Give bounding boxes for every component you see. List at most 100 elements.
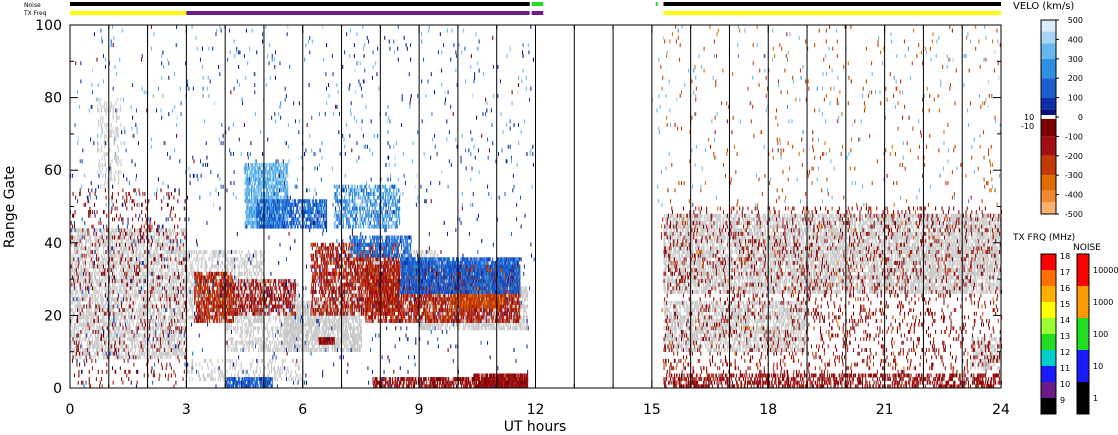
ground-scatter-cell xyxy=(158,254,159,258)
ground-scatter-cell xyxy=(228,326,229,330)
ground-scatter-cell xyxy=(249,279,250,283)
ground-scatter-cell xyxy=(124,330,125,334)
ground-scatter-cell xyxy=(289,330,290,334)
ground-scatter-cell xyxy=(318,341,319,345)
ground-scatter-cell xyxy=(164,250,165,254)
ground-scatter-cell xyxy=(168,355,169,359)
ground-scatter-cell xyxy=(290,297,291,301)
ground-scatter-cell xyxy=(228,268,229,272)
ground-scatter-cell xyxy=(162,337,163,341)
ground-scatter-cell xyxy=(303,312,304,316)
ground-scatter-cell xyxy=(339,344,340,348)
ground-scatter-cell xyxy=(154,352,155,356)
ground-scatter-cell xyxy=(136,275,137,279)
ground-scatter-cell xyxy=(95,268,96,272)
ground-scatter-cell xyxy=(124,250,125,254)
ground-scatter-cell xyxy=(127,337,128,341)
ground-scatter-cell xyxy=(80,257,81,261)
ground-scatter-cell xyxy=(86,297,87,301)
ground-scatter-cell xyxy=(148,261,149,265)
ground-scatter-cell xyxy=(179,352,180,356)
ground-scatter-cell xyxy=(197,257,198,261)
ground-scatter-cell xyxy=(150,286,151,290)
ground-scatter-cell xyxy=(259,265,260,269)
ground-scatter-cell xyxy=(267,348,268,352)
ground-scatter-cell xyxy=(157,323,158,327)
ground-scatter-cell xyxy=(327,344,328,348)
ground-scatter-cell xyxy=(254,337,255,341)
ground-scatter-cell xyxy=(86,323,87,327)
ground-scatter-cell xyxy=(158,239,159,243)
ground-scatter-cell xyxy=(275,319,276,323)
ground-scatter-cell xyxy=(123,261,124,265)
ground-scatter-cell xyxy=(113,228,114,232)
ground-scatter-cell xyxy=(160,323,161,327)
ground-scatter-cell xyxy=(157,268,158,272)
ground-scatter-cell xyxy=(188,286,189,290)
ground-scatter-cell xyxy=(106,337,107,341)
ground-scatter-cell xyxy=(114,290,115,294)
ground-scatter-cell xyxy=(140,268,141,272)
ground-scatter-cell xyxy=(188,275,189,279)
ground-scatter-cell xyxy=(166,250,167,254)
ground-scatter-cell xyxy=(171,334,172,338)
ground-scatter-cell xyxy=(309,330,310,334)
ground-scatter-cell xyxy=(244,268,245,272)
ground-scatter-cell xyxy=(160,294,161,298)
ground-scatter-cell xyxy=(138,279,139,283)
ground-scatter-cell xyxy=(176,352,177,356)
ground-scatter-cell xyxy=(160,348,161,352)
ground-scatter-cell xyxy=(132,352,133,356)
ground-scatter-cell xyxy=(162,341,163,345)
ground-scatter-cell xyxy=(239,250,240,254)
ground-scatter-cell xyxy=(129,330,130,334)
ground-scatter-cell xyxy=(172,297,173,301)
ground-scatter-cell xyxy=(322,330,323,334)
ground-scatter-cell xyxy=(256,268,257,272)
ground-scatter-cell xyxy=(298,294,299,298)
ground-scatter-cell xyxy=(232,341,233,345)
ground-scatter-cell xyxy=(116,268,117,272)
ground-scatter-cell xyxy=(204,265,205,269)
ground-scatter-cell xyxy=(75,301,76,305)
ground-scatter-cell xyxy=(75,254,76,258)
ground-scatter-cell xyxy=(122,330,123,334)
ground-scatter-cell xyxy=(163,323,164,327)
ground-scatter-cell xyxy=(117,326,118,330)
ground-scatter-cell xyxy=(159,228,160,232)
ground-scatter-cell xyxy=(115,305,116,309)
ground-scatter-cell xyxy=(181,341,182,345)
ground-scatter-cell xyxy=(173,334,174,338)
ground-scatter-cell xyxy=(128,254,129,258)
ground-scatter-cell xyxy=(75,272,76,276)
ground-scatter-cell xyxy=(155,283,156,287)
ground-scatter-cell xyxy=(336,323,337,327)
ground-scatter-cell xyxy=(150,232,151,236)
ground-scatter-cell xyxy=(122,243,123,247)
ground-scatter-cell xyxy=(75,326,76,330)
ground-scatter-cell xyxy=(86,326,87,330)
ground-scatter-cell xyxy=(156,239,157,243)
ground-scatter-cell xyxy=(75,344,76,348)
ground-scatter-cell xyxy=(245,261,246,265)
ground-scatter-cell xyxy=(135,334,136,338)
ground-scatter-cell xyxy=(338,301,339,305)
ground-scatter-cell xyxy=(174,315,175,319)
ground-scatter-cell xyxy=(154,308,155,312)
ground-scatter-cell xyxy=(135,337,136,341)
ground-scatter-cell xyxy=(184,294,185,298)
ground-scatter-cell xyxy=(122,315,123,319)
ground-scatter-cell xyxy=(181,232,182,236)
ground-scatter-cell xyxy=(140,261,141,265)
ground-scatter-cell xyxy=(296,294,297,298)
ground-scatter-cell xyxy=(95,294,96,298)
ground-scatter-cell xyxy=(126,286,127,290)
ground-scatter-cell xyxy=(152,261,153,265)
ground-scatter-cell xyxy=(325,334,326,338)
ground-scatter-cell xyxy=(80,297,81,301)
ground-scatter-cell xyxy=(288,312,289,316)
ground-scatter-cell xyxy=(241,283,242,287)
ground-scatter-cell xyxy=(305,315,306,319)
ground-scatter-cell xyxy=(105,305,106,309)
ground-scatter-cell xyxy=(278,348,279,352)
